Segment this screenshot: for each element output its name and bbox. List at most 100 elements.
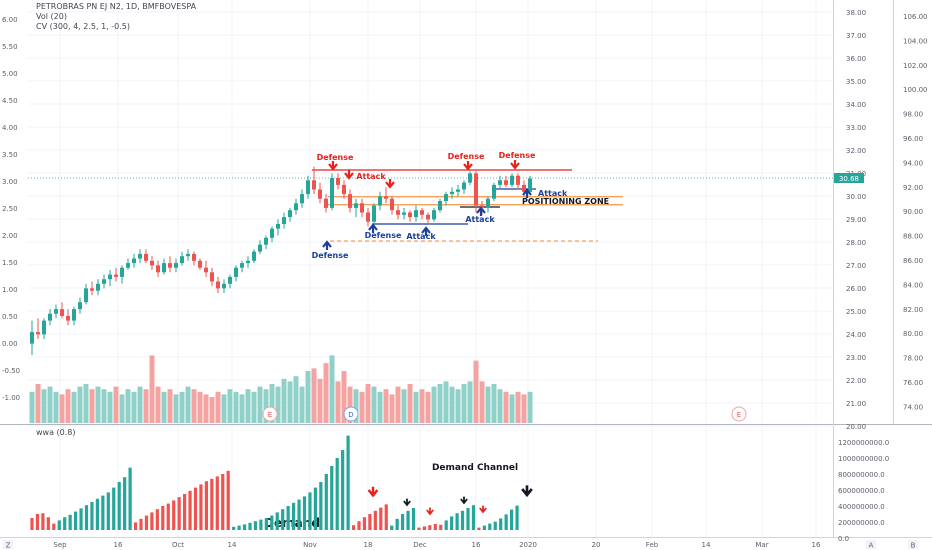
volume-bar <box>467 381 473 423</box>
wwa-bar <box>79 508 83 530</box>
price-axis-tick: 37.00 <box>846 32 866 40</box>
volume-bar <box>275 386 281 423</box>
candle-body <box>126 263 130 268</box>
axis-badge-z[interactable] <box>3 540 13 549</box>
wwa-bar <box>177 497 181 530</box>
wwa-bar <box>123 477 127 530</box>
candle-body <box>234 267 238 277</box>
wwa-bar <box>286 506 290 530</box>
wwa-bar <box>368 514 372 530</box>
wwa-bar <box>281 509 285 530</box>
candle-body <box>504 180 508 185</box>
axis-badge-a[interactable] <box>866 540 876 549</box>
candle-body <box>402 212 406 215</box>
volume-bar <box>107 391 113 423</box>
price-axis-tick: 26.00 <box>846 285 866 293</box>
event-marker-label: D <box>348 411 353 419</box>
volume-bar <box>461 384 467 423</box>
candle-body <box>72 309 76 321</box>
wwa-bar <box>330 466 334 530</box>
candle-body <box>366 212 370 222</box>
candle-body <box>156 265 160 273</box>
volume-bar <box>491 384 497 423</box>
time-axis-label: 14 <box>228 541 237 549</box>
volume-bar <box>503 391 509 423</box>
volume-bar <box>449 386 455 423</box>
wwa-bar <box>161 506 165 530</box>
event-marker-2[interactable]: D <box>343 406 359 422</box>
percent-axis-tick: 78.00 <box>903 355 923 363</box>
volume-bar <box>143 389 149 423</box>
wwa-bar <box>460 510 465 530</box>
volume-bar <box>341 371 347 423</box>
event-marker-1[interactable]: E <box>262 406 278 422</box>
volume-bar <box>233 391 239 423</box>
volume-bar <box>419 389 425 423</box>
candle-body <box>516 175 520 185</box>
wwa-bar <box>444 520 448 530</box>
candle-body <box>456 189 460 192</box>
volume-bar <box>329 355 335 423</box>
volume-bar <box>221 394 227 423</box>
candle-body <box>270 228 274 238</box>
candle-body <box>168 263 172 268</box>
wwa-bar <box>411 508 416 530</box>
candle-body <box>420 210 424 215</box>
volume-bar <box>65 389 71 423</box>
candle-body <box>372 205 376 222</box>
svg-text:A: A <box>869 542 874 550</box>
left-axis-tick: 0.00 <box>2 340 18 348</box>
wwa-bar <box>232 526 236 530</box>
wwa-bar <box>428 525 432 530</box>
left-axis-tick: -0.50 <box>2 367 20 375</box>
volume-bar <box>245 389 251 423</box>
label-defense: Defense <box>365 231 402 240</box>
percent-axis-tick: 106.00 <box>903 13 928 21</box>
wwa-bar <box>221 474 225 530</box>
left-axis-tick: 3.00 <box>2 178 18 186</box>
volume-bar <box>497 389 503 423</box>
candle-body <box>204 267 208 273</box>
candle-body <box>438 201 442 211</box>
price-axis-tick: 24.00 <box>846 331 866 339</box>
candle-body <box>30 332 34 344</box>
wwa-legend: wwa (0.8) <box>36 428 76 437</box>
up-arrow-icon <box>368 223 378 233</box>
price-axis-tick: 28.00 <box>846 239 866 247</box>
volume-bar <box>377 391 383 423</box>
candle-body <box>522 184 526 192</box>
wwa-bar <box>63 517 67 530</box>
wwa-bar <box>433 524 437 530</box>
wwa-bar <box>204 481 208 530</box>
price-axis-tick: 29.00 <box>846 216 866 224</box>
time-axis-label: 16 <box>472 541 481 549</box>
event-marker-3[interactable]: E <box>731 406 747 422</box>
candle-body <box>294 203 298 211</box>
candle-body <box>450 191 454 195</box>
event-marker-label: E <box>737 411 741 419</box>
axis-badge-b[interactable] <box>908 540 918 549</box>
volume-bar <box>83 384 89 423</box>
volume-bar <box>389 394 395 423</box>
wwa-axis-tick: 200000000.0 <box>838 519 885 527</box>
price-axis-tick: 23.00 <box>846 354 866 362</box>
volume-bar <box>401 389 407 423</box>
wwa-bar <box>351 525 356 530</box>
volume-bar <box>269 384 275 423</box>
percent-axis-tick: 98.00 <box>903 111 923 119</box>
wwa-bar <box>57 520 61 530</box>
wwa-bar <box>128 467 132 530</box>
volume-bar <box>179 391 185 423</box>
price-axis-tick: 30.00 <box>846 193 866 201</box>
wwa-bar <box>379 507 383 530</box>
svg-text:Z: Z <box>6 542 11 550</box>
label-defense: Defense <box>312 251 349 260</box>
volume-bar <box>455 389 461 423</box>
candle-body <box>192 253 196 261</box>
volume-bar <box>407 384 413 423</box>
candle-body <box>228 276 232 284</box>
time-axis-label: 18 <box>364 541 373 549</box>
volume-legend: Vol (20) <box>36 12 67 21</box>
volume-bar <box>113 386 119 423</box>
